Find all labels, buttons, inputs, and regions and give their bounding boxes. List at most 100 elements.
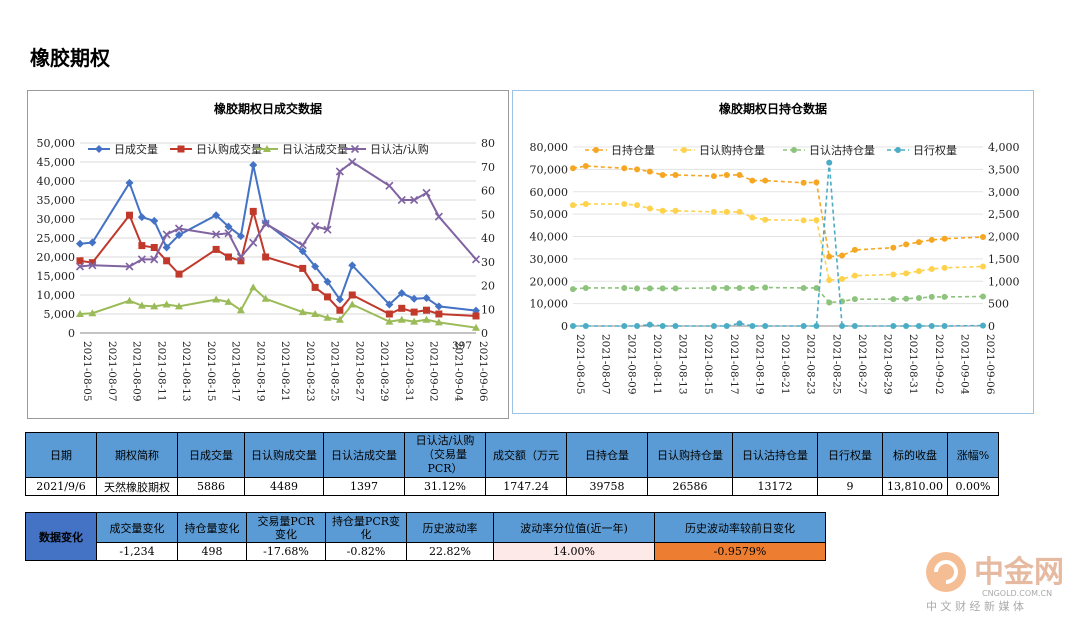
data-point	[137, 213, 146, 222]
header-option-name: 期权简称	[96, 432, 178, 478]
series-line	[572, 165, 984, 258]
y-left-tick-label: 10,000	[37, 289, 76, 302]
series-0	[570, 163, 986, 260]
legend-marker	[263, 145, 271, 152]
data-point	[175, 302, 183, 310]
data-point	[762, 323, 769, 329]
data-point	[434, 318, 443, 326]
data-point	[890, 244, 897, 251]
data-point	[225, 253, 232, 261]
data-point	[634, 202, 641, 209]
x-tick-label: 2021-08-31	[907, 334, 919, 395]
data-point	[749, 284, 756, 291]
data-point	[672, 207, 679, 214]
logo-emblem-icon	[926, 552, 966, 592]
data-point	[903, 295, 910, 302]
x-tick-label: 2021-09-04	[958, 334, 970, 395]
data-point	[723, 284, 730, 291]
y-left-tick-label: 0	[561, 320, 568, 333]
data-point	[941, 293, 948, 300]
data-point	[570, 286, 576, 293]
y-right-tick-label: 40	[481, 232, 495, 245]
data-point	[298, 308, 307, 316]
cell-call-volume: 4489	[244, 477, 324, 496]
series-1	[570, 201, 986, 284]
data-point	[634, 285, 641, 292]
data-point	[941, 323, 948, 329]
data-point	[570, 202, 576, 209]
data-point	[903, 270, 910, 277]
x-tick-label: 2021-08-07	[106, 341, 118, 402]
header-trade-pcr-change-line1: 交易量PCR	[257, 514, 315, 528]
daily-data-table: 日期 期权简称 日成交量 日认购成交量 日认沽成交量 日认沽/认购 （交易量 PCR…	[25, 432, 999, 496]
y-left-tick-label: 40,000	[37, 175, 76, 188]
data-point	[826, 253, 833, 260]
data-point	[839, 276, 846, 283]
data-point	[570, 165, 576, 172]
data-point	[335, 167, 344, 176]
cell-oi-pcr-change: -0.82%	[325, 542, 407, 561]
x-tick-label: 2021-09-02	[428, 341, 440, 402]
x-tick-label: 2021-08-29	[882, 334, 894, 395]
data-point	[659, 285, 666, 292]
y-right-tick-label: 60	[481, 185, 495, 198]
data-point	[928, 265, 935, 272]
data-point	[224, 222, 233, 231]
header-pcr-line2: （交易量	[423, 448, 467, 461]
data-point	[125, 178, 134, 187]
data-point	[762, 177, 769, 184]
x-tick-label: 2021-08-23	[805, 334, 817, 395]
daily-volume-chart-svg: 橡胶期权日成交数据 0 5,000 10,000 15,000 20,000 25,000 3…	[37, 101, 496, 402]
data-point	[398, 304, 406, 312]
data-point	[736, 208, 743, 215]
data-point	[736, 284, 743, 291]
data-point	[813, 217, 820, 224]
data-point	[928, 323, 935, 329]
data-point	[672, 171, 679, 178]
header-pcr: 日认沽/认购 （交易量 PCR）	[404, 432, 486, 478]
table-header-row: 日期 期权简称 日成交量 日认购成交量 日认沽成交量 日认沽/认购 （交易量 PCR…	[25, 432, 999, 478]
data-point	[915, 323, 922, 329]
data-point	[249, 238, 258, 247]
legend-marker	[177, 145, 185, 153]
data-point	[941, 235, 948, 242]
data-point	[75, 262, 85, 271]
legend-label: 日持仓量	[611, 143, 655, 157]
legend-marker	[895, 147, 901, 153]
header-exercise: 日行权量	[817, 432, 883, 478]
data-point	[175, 270, 183, 278]
y-right-tick-label: 1,500	[988, 253, 1020, 266]
data-point	[723, 171, 730, 178]
logo-text: 中金网	[974, 555, 1064, 590]
data-point	[335, 315, 344, 323]
header-change: 涨幅%	[947, 432, 999, 478]
data-point	[928, 236, 935, 243]
data-point	[423, 306, 430, 314]
data-point	[137, 255, 146, 264]
data-point	[224, 229, 233, 238]
data-point	[261, 294, 270, 302]
data-point	[762, 284, 769, 291]
series-line	[573, 162, 984, 327]
y-left-tick-label: 30,000	[37, 213, 76, 226]
data-point	[672, 323, 679, 329]
data-point	[397, 315, 406, 323]
data-point	[890, 271, 897, 278]
y-left-tick-label: 15,000	[37, 270, 76, 283]
data-point	[422, 294, 431, 303]
y-right-tick-label: 30	[481, 256, 495, 269]
y-left-tick-label: 10,000	[530, 298, 569, 311]
x-tick-label: 2021-09-02	[933, 334, 945, 395]
page-title: 橡胶期权	[30, 46, 110, 70]
data-point	[88, 309, 97, 317]
cell-option-name: 天然橡胶期权	[96, 477, 178, 496]
data-point	[311, 310, 320, 317]
series-2	[76, 283, 480, 331]
data-point	[410, 195, 419, 205]
data-point	[723, 323, 730, 329]
data-point	[839, 323, 846, 329]
y-right-tick-label: 50	[481, 208, 495, 221]
logo-emblem-swirl-icon	[934, 560, 958, 584]
data-point	[385, 317, 394, 325]
data-point	[336, 306, 344, 314]
